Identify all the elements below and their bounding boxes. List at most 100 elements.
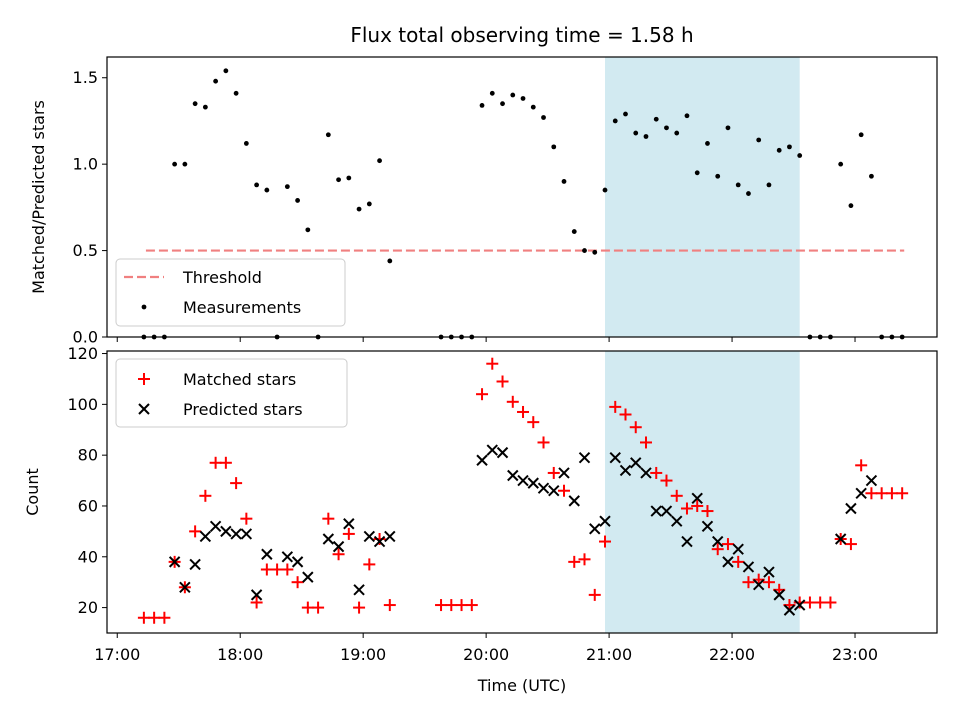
bottom-points-group	[137, 357, 909, 624]
predicted-point	[568, 495, 580, 507]
matched-point	[855, 459, 868, 472]
bottom-y-tick-label: 20	[78, 598, 98, 617]
matched-point	[332, 548, 345, 561]
legend-threshold-label: Threshold	[182, 268, 262, 287]
measurement-point	[653, 116, 659, 122]
matched-point	[588, 588, 601, 601]
bottom-highlight-span	[605, 351, 800, 633]
predicted-point	[558, 467, 570, 479]
predicted-point	[548, 485, 560, 497]
bottom-plot-frame	[106, 350, 938, 634]
x-axis-label: Time (UTC)	[477, 676, 566, 695]
predicted-point	[332, 540, 345, 553]
matched-point	[660, 474, 673, 487]
x-tick-label: 21:00	[586, 645, 632, 664]
matched-point	[363, 558, 376, 571]
predicted-point	[189, 558, 201, 571]
matched-point	[599, 535, 611, 548]
measurement-point	[715, 173, 721, 179]
matched-point	[230, 477, 243, 490]
matched-point	[896, 487, 909, 500]
matched-point	[445, 599, 458, 612]
matched-point	[803, 596, 816, 609]
matched-point	[240, 512, 253, 525]
matched-point	[875, 487, 888, 500]
predicted-point	[701, 520, 714, 533]
predicted-point	[722, 556, 734, 568]
bottom-legend: Matched stars Predicted stars	[115, 358, 348, 428]
top-y-ticks: 0.0 0.5 1.0 1.5	[73, 68, 107, 347]
predicted-point	[834, 533, 847, 545]
matched-point	[578, 553, 591, 566]
predicted-point	[261, 548, 273, 560]
measurement-point	[202, 104, 208, 110]
predicted-point	[537, 482, 550, 494]
matched-point	[353, 601, 366, 614]
top-panel: 0.0 0.5 1.0 1.5 Matched/Predicted stars Thr…	[29, 56, 938, 347]
matched-point	[496, 375, 509, 388]
matched-point	[680, 502, 693, 515]
matched-point	[619, 408, 632, 421]
predicted-point	[865, 474, 878, 487]
predicted-point	[732, 543, 744, 555]
predicted-point	[691, 492, 703, 505]
matched-point	[865, 487, 878, 500]
measurement-point	[674, 130, 680, 136]
predicted-point	[322, 533, 335, 545]
measurement-point	[664, 125, 669, 131]
predicted-point	[783, 604, 796, 616]
matched-point	[629, 421, 642, 434]
predicted-point	[599, 515, 611, 527]
measurement-point	[233, 90, 239, 96]
legend-predicted-swatch	[138, 403, 150, 415]
matched-point	[742, 576, 755, 589]
predicted-point	[845, 502, 857, 515]
matched-point	[373, 533, 386, 545]
matched-point	[762, 576, 775, 589]
measurement-point	[705, 141, 710, 146]
measurement-point	[223, 68, 229, 74]
x-tick-label: 23:00	[832, 645, 878, 664]
bottom-y-tick-label: 80	[78, 446, 98, 465]
measurement-point	[848, 203, 854, 209]
predicted-point	[240, 528, 253, 540]
matched-point	[271, 563, 284, 576]
measurement-point	[510, 92, 516, 98]
matched-point	[885, 487, 898, 500]
top-y-tick-label: 1.0	[73, 155, 98, 174]
measurement-point	[387, 258, 393, 264]
measurement-point	[602, 187, 608, 193]
top-x-ticks	[116, 337, 856, 342]
measurement-point	[182, 161, 188, 167]
predicted-point	[578, 451, 591, 464]
matched-point	[455, 599, 468, 612]
bottom-legend-box	[115, 358, 348, 428]
top-y-axis-label: Matched/Predicted stars	[29, 100, 48, 294]
measurement-point	[643, 134, 649, 139]
top-y-tick-label: 0.5	[73, 241, 98, 260]
predicted-point	[712, 535, 724, 548]
measurement-point	[766, 182, 772, 188]
matched-point	[148, 611, 161, 624]
predicted-point	[609, 451, 621, 464]
predicted-point	[660, 505, 673, 517]
bottom-panel: 20 40 60 80 100 120 17:00 18:00 19:00 20:00 21:00…	[23, 344, 938, 695]
predicted-point	[486, 444, 498, 456]
predicted-point	[373, 535, 386, 548]
measurement-point	[592, 249, 598, 255]
predicted-point	[619, 464, 632, 477]
predicted-point	[230, 528, 242, 540]
matched-point	[568, 555, 581, 568]
predicted-point	[281, 551, 294, 563]
x-tick-label: 17:00	[94, 645, 140, 664]
matched-point	[250, 596, 263, 609]
predicted-point	[220, 525, 232, 538]
measurement-point	[756, 137, 762, 143]
matched-point	[701, 505, 714, 518]
predicted-point	[742, 561, 755, 573]
predicted-point	[363, 530, 376, 543]
matched-point	[158, 611, 171, 624]
measurement-point	[336, 177, 341, 183]
matched-point	[537, 436, 550, 449]
